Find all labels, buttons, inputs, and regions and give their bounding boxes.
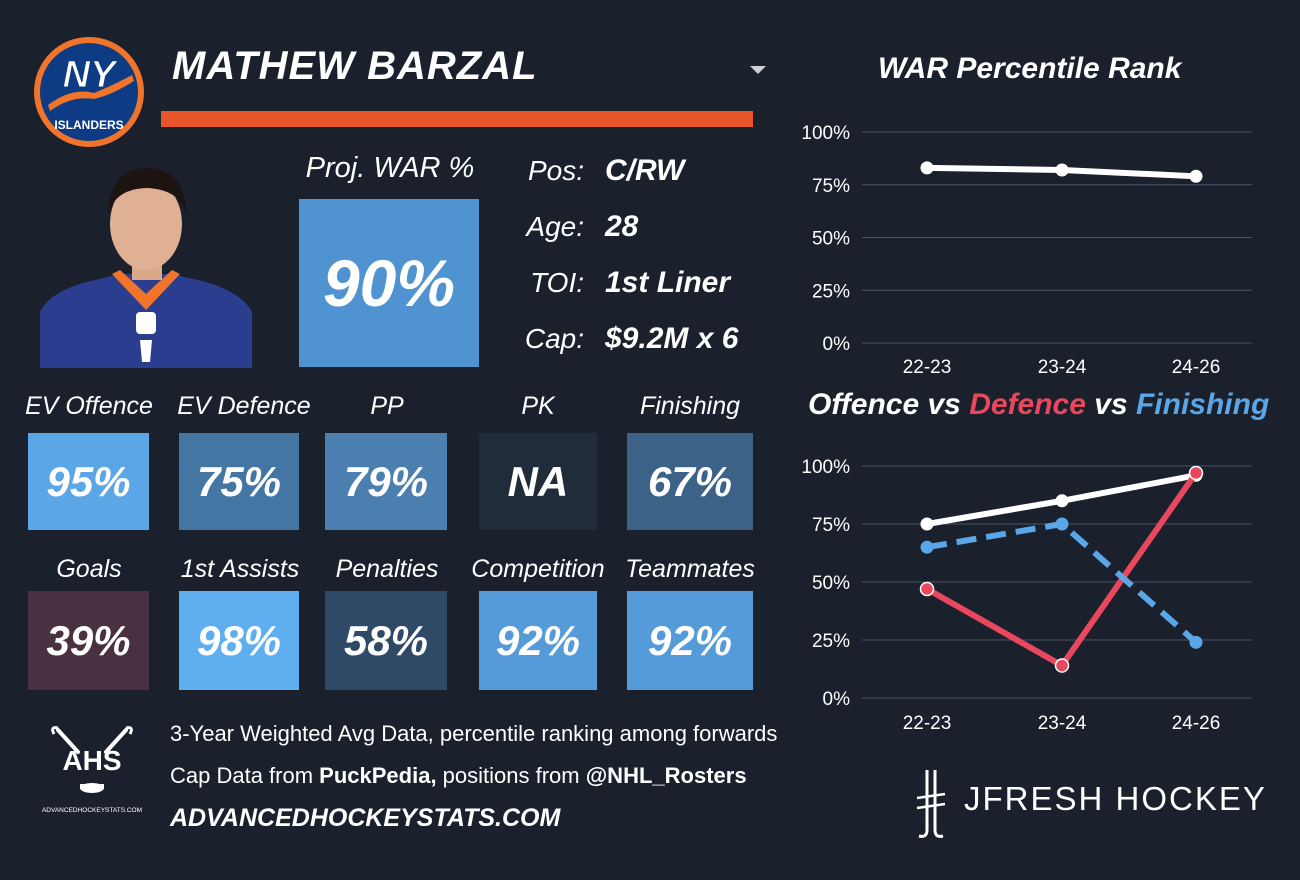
footer-sources: Cap Data from PuckPedia, positions from …: [170, 763, 747, 789]
bio-label-age: Age:: [526, 211, 584, 242]
chart2-point-offence: [920, 517, 934, 531]
ahs-logo-subtext: ADVANCEDHOCKEYSTATS.COM: [42, 807, 142, 814]
tile-label-ev-defence: EV Defence: [177, 392, 311, 420]
chart2-ytick-label: 50%: [812, 573, 850, 594]
bio-value-cap: $9.2M x 6: [605, 322, 739, 355]
tile-finishing: 67%: [627, 433, 753, 530]
tile-label-goals: Goals: [56, 555, 122, 583]
chart1-xtick-label: 24-26: [1172, 357, 1221, 378]
chevron-down-icon[interactable]: [750, 66, 766, 74]
proj-war-value: 90%: [299, 199, 479, 367]
chart1-ytick-label: 0%: [823, 334, 851, 355]
tile-label-teammates: Teammates: [625, 555, 755, 583]
chart1-ytick-label: 100%: [801, 123, 850, 144]
chart2-title-defence: Defence: [969, 388, 1086, 421]
chart2-title-vs-1: vs: [919, 388, 970, 421]
bio-value-toi: 1st Liner: [605, 266, 731, 299]
chart2-ytick-label: 100%: [801, 457, 850, 478]
chart2-title: Offence vs Defence vs Finishing: [808, 388, 1269, 422]
chart2-point-finishing: [1189, 635, 1203, 649]
player-name: MATHEW BARZAL: [172, 44, 538, 88]
chart2-ytick-label: 25%: [812, 631, 850, 652]
chart1-point-war: [1189, 169, 1203, 183]
chart2-xtick-label: 23-24: [1038, 713, 1087, 734]
bio-label-toi: TOI:: [530, 267, 584, 298]
header-underline: [161, 111, 753, 127]
tile-goals: 39%: [28, 591, 149, 690]
footer-source-puckpedia: PuckPedia,: [319, 763, 437, 788]
chart2-point-finishing: [1055, 517, 1069, 531]
tile-label-pp: PP: [370, 392, 404, 420]
chart2-point-defence: [1188, 465, 1204, 481]
chart1-ytick-label: 25%: [812, 281, 850, 302]
chart2-point-defence: [919, 581, 935, 597]
chart2-title-offence: Offence: [808, 388, 920, 421]
tile-pp: 79%: [325, 433, 447, 530]
chart2-title-finishing: Finishing: [1135, 388, 1270, 421]
tile-ev-defence: 75%: [179, 433, 299, 530]
footer-sources-middle: positions from: [436, 763, 586, 788]
chart2-xtick-label: 24-26: [1172, 713, 1221, 734]
chart1-xtick-label: 22-23: [903, 357, 952, 378]
tile-penalties: 58%: [325, 591, 447, 690]
chart2-series-line-finishing: [926, 521, 1198, 645]
footer-url: ADVANCEDHOCKEYSTATS.COM: [170, 804, 561, 832]
jfresh-hockey-wordmark: JFRESH HOCKEY: [964, 780, 1267, 817]
chart1-xtick-label: 23-24: [1038, 357, 1087, 378]
offence-defence-finishing-chart: 0% 25% 50% 75% 100% 22-23 23-24 24-26: [801, 457, 1252, 734]
logo-islanders-text: ISLANDERS: [54, 118, 123, 132]
tile-pk: NA: [479, 433, 597, 530]
chart2-ytick-label: 75%: [812, 515, 850, 536]
tile-ev-offence: 95%: [28, 433, 149, 530]
ahs-logo-text: AHS: [62, 745, 121, 776]
chart1-point-war: [1055, 163, 1069, 177]
bio-value-age: 28: [605, 210, 639, 243]
chart1-ytick-label: 50%: [812, 229, 850, 250]
chart1-point-war: [920, 161, 934, 175]
footer-sources-prefix: Cap Data from: [170, 763, 320, 788]
chart1-ytick-label: 75%: [812, 176, 850, 197]
tile-label-competition: Competition: [471, 555, 605, 583]
chart2-title-vs-2: vs: [1085, 388, 1136, 421]
tile-label-1st-assists: 1st Assists: [180, 555, 300, 583]
tile-label-pk: PK: [521, 392, 555, 420]
chart2-point-finishing: [920, 540, 934, 554]
footer-data-note: 3-Year Weighted Avg Data, percentile ran…: [170, 721, 778, 746]
tile-label-finishing: Finishing: [639, 392, 741, 420]
bio-value-pos: C/RW: [605, 154, 685, 187]
islanders-logo: NY ISLANDERS: [34, 37, 144, 147]
tile-1st-assists: 98%: [179, 591, 299, 690]
chart2-point-offence: [1055, 494, 1069, 508]
player-photo: [40, 168, 252, 368]
chart1-title: WAR Percentile Rank: [878, 52, 1182, 85]
tile-label-ev-offence: EV Offence: [25, 392, 153, 420]
tile-competition: 92%: [479, 591, 597, 690]
bio-label-pos: Pos:: [527, 155, 584, 186]
jfresh-hockey-logo: [916, 770, 946, 838]
proj-war-label: Proj. WAR %: [305, 152, 475, 184]
tile-label-penalties: Penalties: [335, 555, 439, 583]
bio-label-cap: Cap:: [524, 323, 584, 354]
chart2-ytick-label: 0%: [823, 689, 851, 710]
tile-teammates: 92%: [627, 591, 753, 690]
chart2-xtick-label: 22-23: [903, 713, 952, 734]
chart2-point-defence: [1054, 658, 1070, 673]
footer-source-nhl-rosters: @NHL_Rosters: [585, 763, 747, 788]
ahs-logo: AHS ADVANCEDHOCKEYSTATS.COM: [42, 726, 142, 814]
logo-ny-text: NY: [63, 54, 119, 96]
war-percentile-chart: 0% 25% 50% 75% 100% 22-23 23-24 24-26: [801, 123, 1252, 378]
